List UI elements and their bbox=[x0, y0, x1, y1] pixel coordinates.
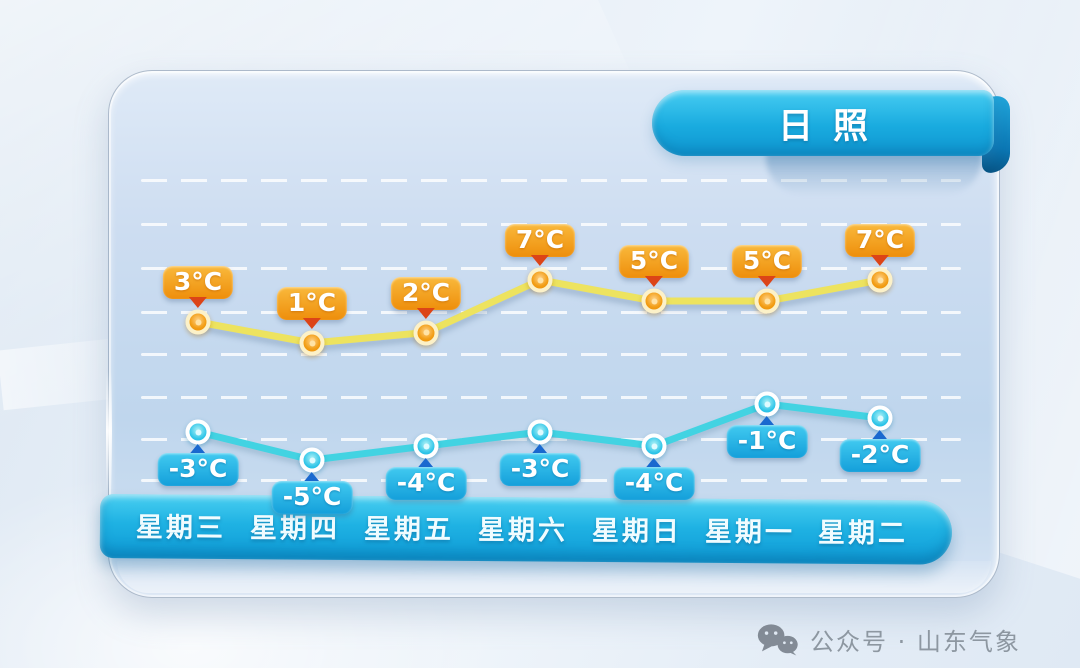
wechat-icon bbox=[757, 624, 798, 656]
weekday-label: 星期六 bbox=[477, 514, 569, 547]
city-title-badge: 日照 bbox=[652, 90, 994, 156]
weekday-label: 星期四 bbox=[249, 513, 341, 545]
ribbon-shadow bbox=[766, 150, 982, 194]
card-edge-highlight bbox=[106, 371, 112, 491]
page-title: 日照 bbox=[777, 106, 888, 147]
footer: 公众号 · 山东气象 bbox=[756, 622, 1021, 657]
gridline bbox=[141, 353, 961, 356]
gridline bbox=[141, 479, 961, 482]
weekday-label: 星期五 bbox=[363, 514, 455, 546]
weekday-label: 星期二 bbox=[817, 517, 909, 550]
weekday-bar: 星期三 星期四 星期五 星期六 星期日 星期一 星期二 bbox=[99, 494, 953, 565]
card-glass-edge bbox=[117, 561, 991, 593]
footer-account-label: 公众号 · 山东气象 bbox=[810, 628, 1021, 656]
gridline bbox=[141, 396, 961, 399]
weekday-label: 星期三 bbox=[135, 512, 227, 544]
gridline bbox=[141, 311, 961, 314]
gridline bbox=[141, 223, 961, 226]
weekday-label: 星期一 bbox=[704, 516, 796, 549]
gridline bbox=[141, 438, 961, 441]
gridline bbox=[141, 267, 961, 270]
weekday-label: 星期日 bbox=[591, 515, 683, 548]
